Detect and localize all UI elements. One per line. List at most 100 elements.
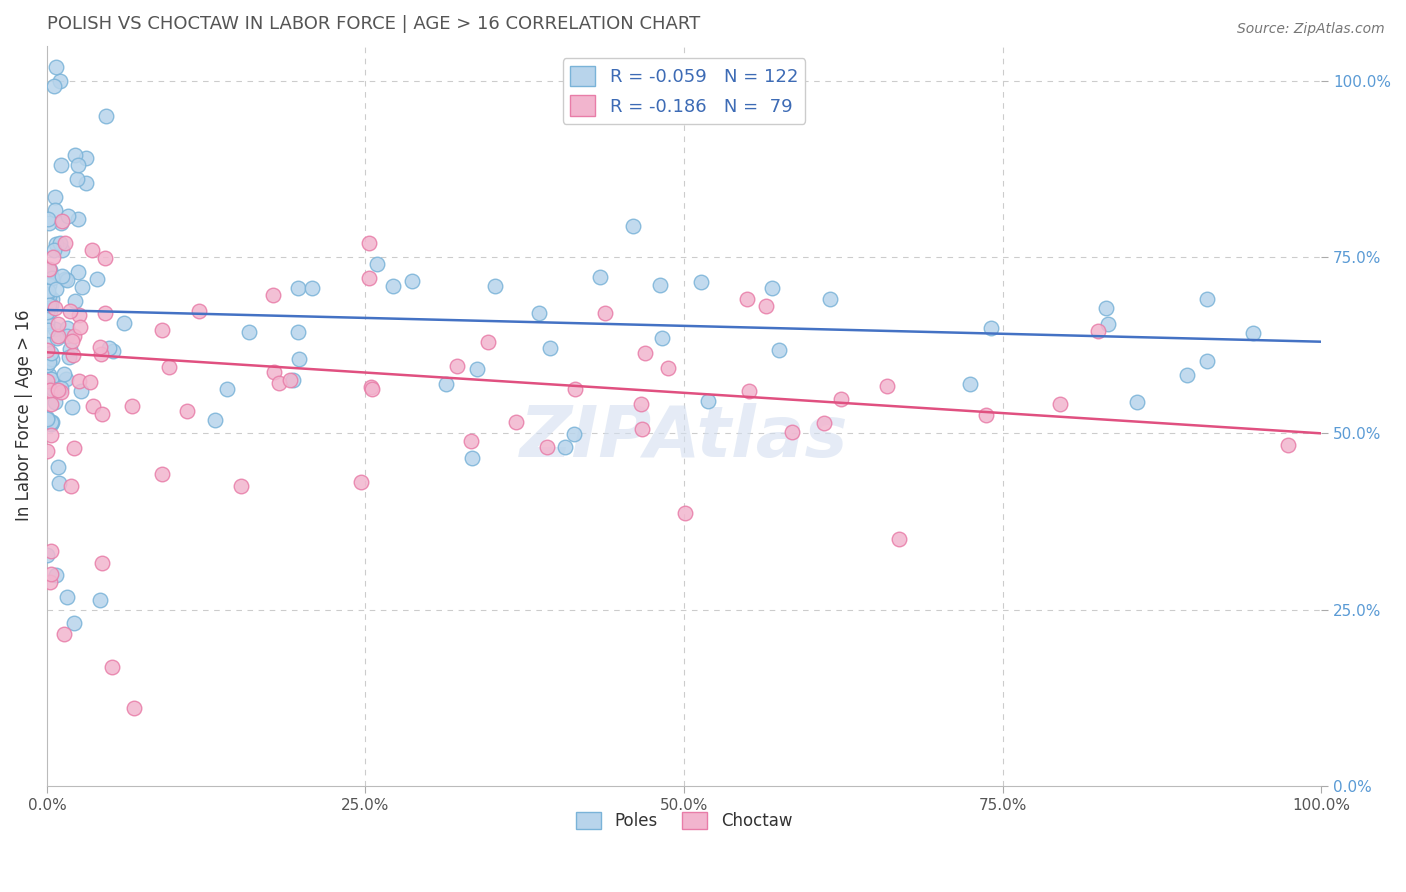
Point — [112, 316, 135, 330]
Point — [46, 329, 69, 343]
Point — [89, 340, 111, 354]
Point — [121, 400, 143, 414]
Point — [62, 329, 84, 343]
Point — [38, 368, 60, 382]
Point — [66, 265, 89, 279]
Point — [401, 274, 423, 288]
Point — [41, 271, 63, 285]
Point — [41, 293, 63, 307]
Text: ZIPAtlas: ZIPAtlas — [520, 403, 848, 473]
Point — [35, 295, 58, 310]
Point — [980, 320, 1002, 334]
Point — [887, 532, 910, 546]
Point — [382, 279, 405, 293]
Point — [44, 395, 66, 409]
Point — [39, 417, 62, 431]
Point — [62, 348, 84, 362]
Point — [38, 298, 60, 312]
Point — [44, 190, 66, 204]
Point — [91, 556, 114, 570]
Point — [49, 216, 72, 230]
Point — [89, 592, 111, 607]
Point — [301, 281, 323, 295]
Point — [150, 323, 173, 337]
Point — [98, 341, 121, 355]
Point — [60, 400, 83, 414]
Point — [42, 376, 65, 390]
Point — [56, 591, 79, 605]
Point — [38, 262, 60, 277]
Point — [82, 399, 104, 413]
Point — [238, 326, 260, 340]
Text: POLISH VS CHOCTAW IN LABOR FORCE | AGE > 16 CORRELATION CHART: POLISH VS CHOCTAW IN LABOR FORCE | AGE >… — [46, 15, 700, 33]
Point — [94, 306, 117, 320]
Point — [780, 425, 803, 439]
Point — [1241, 326, 1264, 340]
Point — [974, 408, 997, 422]
Point — [35, 343, 58, 358]
Point — [58, 210, 80, 224]
Point — [37, 374, 59, 388]
Point — [39, 428, 62, 442]
Point — [1097, 317, 1119, 331]
Point — [44, 203, 66, 218]
Point — [1195, 354, 1218, 368]
Point — [55, 372, 77, 386]
Point — [44, 301, 66, 315]
Point — [1126, 394, 1149, 409]
Point — [595, 306, 617, 320]
Point — [51, 243, 73, 257]
Point — [45, 567, 67, 582]
Point — [690, 275, 713, 289]
Point — [39, 543, 62, 558]
Point — [283, 373, 305, 387]
Point — [630, 397, 652, 411]
Point — [634, 345, 657, 359]
Point — [49, 159, 72, 173]
Point — [48, 475, 70, 490]
Point — [42, 243, 65, 257]
Point — [101, 660, 124, 674]
Point — [63, 294, 86, 309]
Point — [505, 415, 527, 429]
Point — [56, 329, 79, 343]
Point — [361, 382, 384, 396]
Point — [761, 281, 783, 295]
Point — [90, 347, 112, 361]
Point — [366, 258, 388, 272]
Point — [66, 211, 89, 226]
Point — [648, 278, 671, 293]
Point — [45, 60, 67, 74]
Legend: Poles, Choctaw: Poles, Choctaw — [569, 805, 799, 837]
Point — [59, 479, 82, 493]
Point — [588, 270, 610, 285]
Point — [45, 282, 67, 296]
Point — [278, 373, 301, 387]
Point — [67, 374, 90, 388]
Point — [38, 263, 60, 277]
Point — [66, 158, 89, 172]
Point — [58, 303, 80, 318]
Point — [187, 304, 209, 318]
Point — [80, 243, 103, 257]
Point — [46, 384, 69, 398]
Point — [818, 292, 841, 306]
Point — [176, 404, 198, 418]
Point — [1087, 324, 1109, 338]
Point — [35, 412, 58, 426]
Point — [959, 377, 981, 392]
Point — [51, 214, 73, 228]
Point — [56, 273, 79, 287]
Point — [69, 320, 91, 334]
Point — [46, 317, 69, 331]
Point — [38, 289, 60, 303]
Point — [269, 376, 291, 390]
Point — [35, 317, 58, 331]
Point — [460, 434, 482, 449]
Point — [37, 376, 59, 390]
Point — [357, 271, 380, 285]
Point — [536, 440, 558, 454]
Point — [813, 416, 835, 430]
Point — [101, 344, 124, 359]
Point — [37, 295, 59, 310]
